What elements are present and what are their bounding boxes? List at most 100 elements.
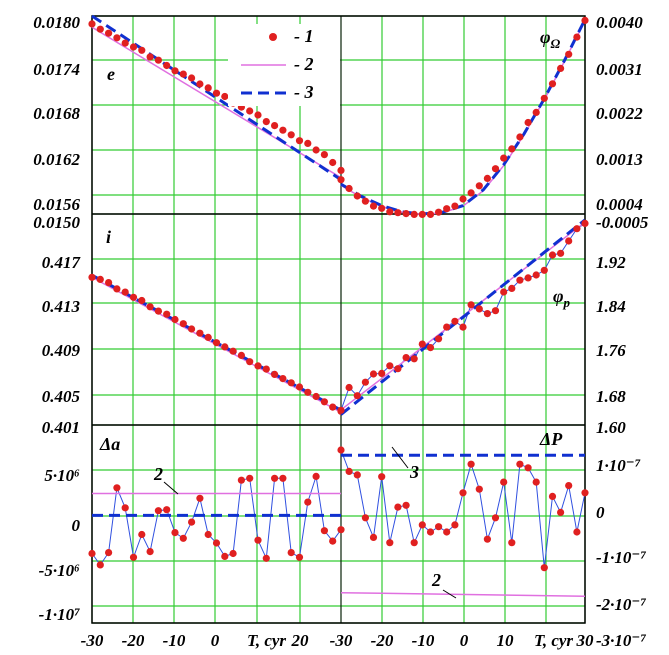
legend-label-3: - 3 [294, 82, 314, 102]
series-1-point [386, 539, 394, 547]
series-1-point [271, 370, 279, 378]
series-1-point [279, 474, 287, 482]
panel-delta_a [88, 472, 345, 569]
series-1-point [451, 202, 459, 210]
series-1-point [262, 365, 270, 373]
series-1-point [532, 478, 540, 486]
y-tick-label: -5·10⁶ [39, 561, 80, 580]
series-1-point [557, 64, 565, 72]
series-1-point [435, 335, 443, 343]
series-1-point [179, 320, 187, 328]
series-1-point [410, 539, 418, 547]
series-1-point [435, 523, 443, 531]
series-1-point [418, 210, 426, 218]
y-tick-label: -1·10⁷ [39, 605, 80, 624]
y-tick-label: -2·10⁻⁷ [596, 595, 646, 614]
x-tick-label: -30 [330, 631, 353, 650]
series-1-point [204, 530, 212, 539]
y-tick-label: 1.68 [596, 387, 626, 406]
series-1-point [508, 145, 516, 153]
plot-frame [91, 15, 586, 624]
series-1-point [254, 362, 262, 370]
series-1-point [88, 549, 96, 558]
series-1-point [443, 323, 451, 331]
series-1-point [345, 383, 353, 392]
y-tick-label: 0.0004 [596, 195, 643, 214]
y-tick-label: 0.405 [42, 387, 81, 406]
series-1-point [361, 514, 369, 522]
series-1-point [329, 537, 337, 545]
series-1-point [154, 56, 162, 64]
series-1-point [188, 518, 196, 526]
y-tick-label: 0.409 [42, 341, 81, 360]
series-1-point [548, 80, 557, 88]
x-tick-label: 0 [460, 631, 469, 650]
series-1-point [337, 446, 345, 454]
series-1-point [500, 478, 508, 486]
y-tick-label: 0 [72, 516, 81, 535]
legend-marker-1 [269, 33, 277, 41]
series-1-point [287, 379, 295, 387]
y-tick-label: -3·10⁻⁷ [596, 631, 646, 650]
panel-i [88, 273, 345, 415]
series-1-point [246, 474, 254, 482]
series-1-point [179, 534, 187, 542]
series-1-point [254, 111, 262, 119]
series-1-point [105, 29, 113, 37]
series-1-point [540, 266, 548, 274]
series-1-point [304, 388, 312, 396]
y-tick-label: 0.0162 [33, 150, 80, 169]
y-tick-label: 1.76 [596, 341, 626, 360]
panel-e [88, 14, 345, 181]
series-1-point [188, 74, 196, 82]
series-1-point [271, 122, 279, 130]
annotation-2-right-leader [442, 589, 457, 599]
series-1-point [483, 535, 491, 543]
series-1-point [467, 460, 475, 468]
series-1-point [491, 514, 500, 522]
series-1-point [295, 137, 304, 145]
annotation-2-left-leader [163, 481, 179, 495]
series-1-point [262, 554, 270, 562]
series-1-point [262, 118, 270, 126]
series-2-line [340, 591, 586, 597]
series-1-point [394, 209, 402, 217]
series-1-point [581, 219, 589, 227]
series-1-point [565, 237, 573, 245]
series-1-point [196, 329, 204, 337]
series-1-point [312, 472, 320, 480]
x-tick-label: T, cyr [534, 631, 573, 650]
series-1-point [171, 315, 179, 324]
series-1-point [402, 354, 410, 362]
series-1-point [369, 202, 378, 210]
series-1-point [237, 476, 245, 484]
series-1-point [279, 375, 287, 383]
series-1-point [146, 303, 154, 311]
series-1-point [246, 107, 254, 115]
series-1-point [475, 305, 483, 313]
series-1-point [369, 370, 378, 378]
series-1-point [204, 333, 212, 341]
series-1-point [163, 506, 171, 514]
series-1-point [337, 526, 345, 534]
series-1-point [581, 16, 589, 24]
series-1-point [320, 527, 328, 535]
series-1-point [320, 398, 328, 406]
series-1-point [483, 174, 491, 182]
series-1-point [500, 288, 508, 296]
annotation-3: 3 [409, 462, 419, 482]
series-1-point [188, 325, 196, 333]
series-1-point [154, 307, 162, 315]
series-1-point [121, 504, 129, 512]
series-1-point [221, 552, 229, 561]
series-1-point [532, 271, 540, 279]
y-tick-label: 0.0022 [596, 104, 643, 123]
series-1-point [386, 362, 394, 370]
series-1-point [516, 133, 524, 141]
x-tick-label: -20 [371, 631, 394, 650]
series-1-point [573, 528, 581, 536]
series-1-point [524, 274, 532, 282]
series-1-point [96, 25, 104, 33]
series-1-point [418, 521, 426, 529]
